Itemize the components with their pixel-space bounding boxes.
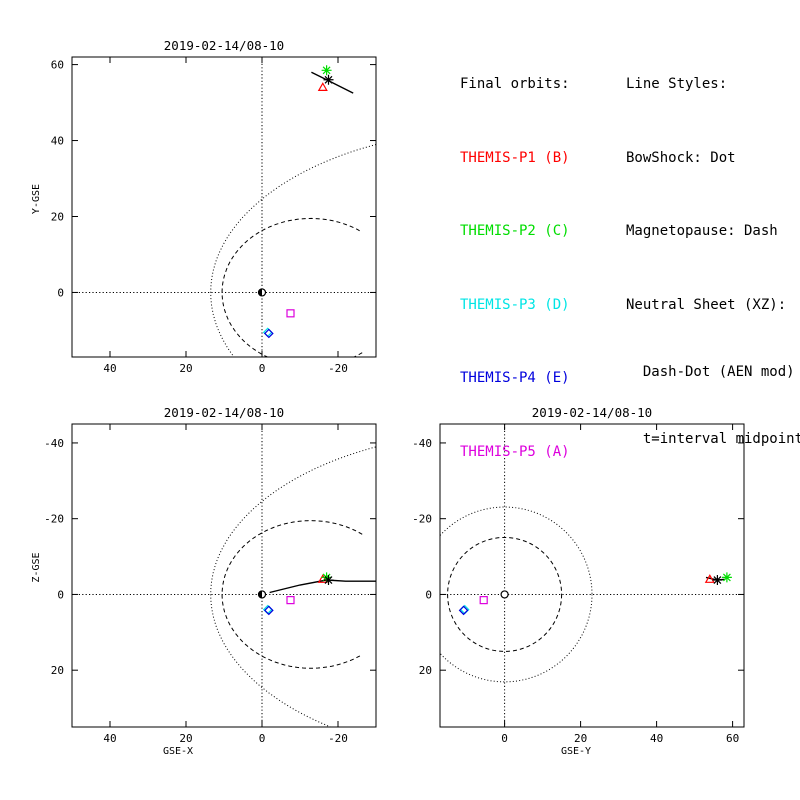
marker-p4 xyxy=(263,328,274,339)
marker-p5 xyxy=(286,596,295,605)
bow-shock-circle xyxy=(440,506,593,683)
x-axis-label: GSE-X xyxy=(163,746,193,757)
plot-area xyxy=(72,57,376,357)
x-tick-label: 40 xyxy=(103,362,116,375)
plot-panel-2: 2019-02-14/08-10 40 20 0 -20 20 0 -20 -40 GSE-X Z-… xyxy=(31,405,377,757)
y-tick-label: 20 xyxy=(419,664,432,677)
marker-p4 xyxy=(263,605,274,616)
x-tick-label: 0 xyxy=(259,732,266,745)
x-tick-label: 0 xyxy=(501,732,508,745)
legend-style-neutral-sheet: Neutral Sheet (XZ): xyxy=(626,296,787,313)
y-tick-label: 0 xyxy=(425,588,432,601)
plot-title: 2019-02-14/08-10 xyxy=(532,405,652,420)
y-tick-label: 20 xyxy=(51,664,64,677)
plot-area xyxy=(72,424,376,727)
x-tick-label: 20 xyxy=(179,732,192,745)
x-axis-label: GSE-Y xyxy=(561,746,591,757)
x-tick-label: -20 xyxy=(328,362,348,375)
legend-final-orbits: Final orbits: THEMIS-P1 (B) THEMIS-P2 (C… xyxy=(460,23,570,489)
legend-line-styles: Line Styles: BowShock: Dot Magnetopause:… xyxy=(626,23,800,469)
legend-styles-title: Line Styles: xyxy=(626,76,728,92)
x-tick-label: 20 xyxy=(574,732,587,745)
y-tick-label: -20 xyxy=(412,513,432,526)
plot-frame xyxy=(439,423,745,728)
legend-probe-p2: THEMIS-P2 (C) xyxy=(460,223,570,239)
marker-p5 xyxy=(286,309,295,318)
plot-frame xyxy=(71,423,377,728)
y-tick-label: -40 xyxy=(412,437,432,450)
y-tick-label: 60 xyxy=(51,59,64,72)
y-tick-label: -20 xyxy=(44,513,64,526)
legend-probe-p3: THEMIS-P3 (D) xyxy=(460,296,570,313)
plot-area xyxy=(440,424,744,727)
earth-symbol xyxy=(500,590,509,599)
x-tick-label: 0 xyxy=(259,362,266,375)
orbit-track xyxy=(311,71,354,94)
x-tick-label: 60 xyxy=(726,732,739,745)
marker-p5 xyxy=(479,596,488,605)
x-tick-label: 20 xyxy=(179,362,192,375)
x-tick-label: 40 xyxy=(650,732,663,745)
y-tick-label: -40 xyxy=(44,437,64,450)
legend-probe-p4: THEMIS-P4 (E) xyxy=(460,370,570,386)
legend-style-neutral-sheet-model: Dash-Dot (AEN mod) xyxy=(626,363,795,380)
plot-panel-3: 2019-02-14/08-10 0 20 40 60 20 0 -20 -40 GSE-Y xyxy=(412,405,745,757)
plot-title: 2019-02-14/08-10 xyxy=(164,38,284,53)
marker-midpoint xyxy=(712,575,723,586)
legend-probe-p5: THEMIS-P5 (A) xyxy=(460,443,570,460)
plot-panel-1: 2019-02-14/08-10 40 20 0 -20 0 20 40 60 Y-GSE xyxy=(31,38,377,375)
magnetopause-line xyxy=(221,520,363,669)
legend-style-bowshock: BowShock: Dot xyxy=(626,149,736,166)
y-tick-label: 40 xyxy=(51,135,64,148)
y-tick-label: 20 xyxy=(51,210,64,223)
y-tick-label: 0 xyxy=(57,588,64,601)
marker-p1 xyxy=(317,82,328,91)
legend-style-magnetopause: Magnetopause: Dash xyxy=(626,223,778,239)
y-tick-label: 0 xyxy=(57,286,64,299)
marker-midpoint xyxy=(323,74,334,85)
plot-frame xyxy=(71,56,377,358)
legend-style-midpoint: t=interval midpoint xyxy=(626,430,800,447)
magnetopause-circle xyxy=(447,536,563,652)
marker-p1 xyxy=(704,574,715,583)
marker-midpoint xyxy=(323,575,334,586)
plot-title: 2019-02-14/08-10 xyxy=(164,405,284,420)
y-axis-label: Z-GSE xyxy=(31,552,42,582)
legend-probe-p1: THEMIS-P1 (B) xyxy=(460,149,570,166)
y-axis-label: Y-GSE xyxy=(31,184,42,214)
earth-night-side xyxy=(258,590,262,598)
marker-p4 xyxy=(458,605,469,616)
marker-p2 xyxy=(321,65,332,76)
earth-night-side xyxy=(258,288,262,296)
legend-orbits-title: Final orbits: xyxy=(460,76,570,92)
x-tick-label: 40 xyxy=(103,732,116,745)
marker-p2 xyxy=(721,572,732,583)
x-tick-label: -20 xyxy=(328,732,348,745)
